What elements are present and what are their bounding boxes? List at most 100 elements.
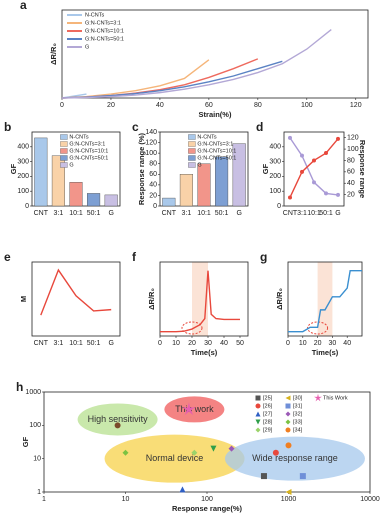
- y-tick-label: 1000: [25, 389, 41, 396]
- legend-label: G:N-CNTs=10:1: [197, 148, 236, 154]
- region: [104, 434, 245, 483]
- y2-tick-label: 20: [347, 191, 355, 198]
- y-tick-label: 0: [153, 203, 157, 210]
- line: [61, 60, 283, 99]
- x-tick-label: 50:1: [87, 210, 101, 217]
- callout: [307, 321, 329, 335]
- legend-label: G: [85, 44, 89, 50]
- point: [324, 191, 328, 196]
- y-axis-label: ΔR/R₀: [275, 288, 284, 310]
- x-tick-label: CNT: [34, 340, 49, 347]
- panel: f 0 10 20 30 40 50 Time(s) ΔR/R₀: [132, 250, 249, 357]
- legend-label: This Work: [323, 395, 348, 401]
- point: [114, 422, 121, 429]
- x-tick-label: 50: [236, 340, 244, 347]
- legend-label: [29]: [263, 427, 273, 433]
- y-tick-label: 200: [269, 173, 281, 180]
- y2-tick-label: 80: [347, 157, 355, 164]
- legend-swatch: [188, 134, 196, 140]
- y-tick-label: 140: [145, 129, 157, 136]
- point: [336, 192, 340, 197]
- x-axis-label: Time(s): [312, 348, 339, 357]
- point: [272, 449, 279, 456]
- x-tick-label: 30: [329, 340, 337, 347]
- legend-swatch: [188, 148, 196, 154]
- y2-tick-label: 120: [347, 135, 359, 142]
- legend-marker: [255, 403, 261, 409]
- legend-marker: [255, 427, 261, 433]
- y-tick-label: 1: [37, 489, 41, 496]
- panel: h High sensitivity This work Normal device W…: [16, 380, 380, 513]
- panel-label: e: [4, 250, 11, 264]
- y-tick-label: 300: [269, 158, 281, 165]
- highlight: [317, 262, 333, 336]
- y-tick-label: 100: [29, 422, 41, 429]
- legend-swatch: [60, 148, 68, 154]
- y-tick-label: 40: [149, 182, 157, 189]
- legend-label: [31]: [293, 403, 303, 409]
- x-tick-label: 50:1: [87, 340, 101, 347]
- x-tick-label: 3:1: [297, 210, 307, 217]
- point: [260, 473, 267, 480]
- bar: [104, 194, 118, 207]
- x-tick-label: G: [236, 210, 241, 217]
- line: [61, 59, 210, 99]
- y-tick-label: 20: [149, 192, 157, 199]
- point: [312, 158, 316, 163]
- legend-label: G:N-CNTs=50:1: [69, 155, 108, 161]
- annotation: Wide response range: [252, 453, 338, 463]
- x-tick-label: 0: [60, 102, 64, 109]
- legend-label: [25]: [263, 395, 273, 401]
- x-tick-label: 40: [343, 340, 351, 347]
- point: [288, 135, 292, 140]
- x-tick-label: G: [108, 210, 113, 217]
- bar: [51, 155, 65, 207]
- bar: [215, 156, 229, 207]
- x-axis-label: Time(s): [191, 348, 218, 357]
- y-tick-label: 10: [33, 456, 41, 463]
- x-tick-label: 100: [301, 102, 313, 109]
- annotation: This work: [175, 404, 214, 414]
- x-tick-label: CNT: [283, 210, 298, 217]
- point: [288, 195, 292, 200]
- legend-marker: [285, 427, 291, 433]
- y-tick-label: 0: [25, 203, 29, 210]
- legend-swatch: [60, 155, 68, 161]
- x-tick-label: 80: [254, 102, 262, 109]
- y-tick-label: 60: [149, 171, 157, 178]
- x-tick-label: 40: [156, 102, 164, 109]
- point: [300, 169, 304, 174]
- legend-label: [28]: [263, 419, 273, 425]
- y2-tick-label: 100: [347, 146, 359, 153]
- legend-label: [30]: [293, 395, 303, 401]
- y-tick-label: 400: [269, 144, 281, 151]
- highlight: [192, 262, 208, 336]
- callout: [181, 321, 203, 335]
- legend-swatch: [60, 134, 68, 140]
- panel: e CNT 3:1 10:1 50:1 G M: [4, 250, 121, 347]
- plot-frame: [159, 261, 249, 337]
- plot-frame: [61, 9, 369, 99]
- panel-label: a: [20, 0, 27, 12]
- x-tick-label: 0: [286, 340, 290, 347]
- legend-swatch: [60, 141, 68, 147]
- annotation: Normal device: [146, 453, 204, 463]
- plot-frame: [287, 261, 363, 337]
- x-tick-label: 3:1: [54, 340, 64, 347]
- legend-label: N-CNTs: [197, 134, 216, 140]
- legend-label: G:N-CNTs=50:1: [85, 36, 124, 42]
- point: [191, 449, 198, 456]
- legend-marker: [255, 419, 261, 425]
- x-axis-label: Strain(%): [199, 110, 232, 119]
- legend-label: [34]: [293, 427, 303, 433]
- x-tick-label: 20: [188, 340, 196, 347]
- x-tick-label: 50:1: [319, 210, 333, 217]
- y2-tick-label: 40: [347, 180, 355, 187]
- x-tick-label: 10:1: [197, 210, 211, 217]
- x-tick-label: CNT: [34, 210, 49, 217]
- x-tick-label: G: [108, 340, 113, 347]
- line: [160, 270, 240, 333]
- x-tick-label: 10: [299, 340, 307, 347]
- x-tick-label: 10:1: [69, 210, 83, 217]
